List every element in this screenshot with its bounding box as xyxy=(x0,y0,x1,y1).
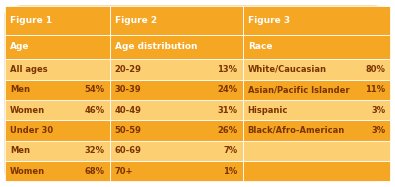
Text: 30-39: 30-39 xyxy=(115,85,141,94)
Bar xyxy=(5,100,109,120)
Text: 68%: 68% xyxy=(85,167,104,176)
Text: Under 30: Under 30 xyxy=(10,126,53,135)
Text: All ages: All ages xyxy=(10,65,47,74)
Text: 40-49: 40-49 xyxy=(115,106,142,115)
Text: 11%: 11% xyxy=(365,85,385,94)
Bar xyxy=(243,59,390,80)
Text: 1%: 1% xyxy=(223,167,237,176)
Text: Black/Afro-American: Black/Afro-American xyxy=(248,126,345,135)
Bar xyxy=(109,141,243,161)
Bar xyxy=(109,161,243,181)
Text: 3%: 3% xyxy=(371,126,385,135)
Bar xyxy=(5,59,109,80)
Text: Figure 1: Figure 1 xyxy=(10,16,52,25)
Text: 70+: 70+ xyxy=(115,167,133,176)
Text: Hispanic: Hispanic xyxy=(248,106,288,115)
Text: Figure 3: Figure 3 xyxy=(248,16,290,25)
Text: 80%: 80% xyxy=(365,65,385,74)
Text: Figure 2: Figure 2 xyxy=(115,16,157,25)
Text: Women: Women xyxy=(10,167,45,176)
Text: 32%: 32% xyxy=(85,146,104,155)
Text: 60-69: 60-69 xyxy=(115,146,142,155)
Text: Men: Men xyxy=(10,85,30,94)
Text: Age: Age xyxy=(10,42,29,51)
Bar xyxy=(5,141,109,161)
Bar xyxy=(109,59,243,80)
Text: 46%: 46% xyxy=(85,106,104,115)
Text: 54%: 54% xyxy=(85,85,104,94)
Text: Race: Race xyxy=(248,42,272,51)
Text: 20-29: 20-29 xyxy=(115,65,142,74)
Bar xyxy=(5,120,109,141)
Text: 24%: 24% xyxy=(217,85,237,94)
Text: 13%: 13% xyxy=(218,65,237,74)
Text: Men: Men xyxy=(10,146,30,155)
Text: White/Caucasian: White/Caucasian xyxy=(248,65,327,74)
Text: Age distribution: Age distribution xyxy=(115,42,197,51)
Bar xyxy=(243,35,390,59)
Bar xyxy=(243,6,390,35)
Bar xyxy=(5,6,109,35)
Bar xyxy=(5,80,109,100)
Text: Asian/Pacific Islander: Asian/Pacific Islander xyxy=(248,85,349,94)
Bar xyxy=(109,80,243,100)
Text: 31%: 31% xyxy=(218,106,237,115)
Bar xyxy=(243,141,390,161)
Bar xyxy=(243,120,390,141)
Bar xyxy=(109,35,243,59)
Text: 50-59: 50-59 xyxy=(115,126,142,135)
Bar xyxy=(109,6,243,35)
Bar xyxy=(5,161,109,181)
Bar xyxy=(243,161,390,181)
Bar xyxy=(243,80,390,100)
FancyBboxPatch shape xyxy=(5,6,390,181)
Text: 26%: 26% xyxy=(217,126,237,135)
Bar xyxy=(109,100,243,120)
Bar xyxy=(5,35,109,59)
Text: 3%: 3% xyxy=(371,106,385,115)
Bar xyxy=(243,100,390,120)
Bar xyxy=(109,120,243,141)
Text: Women: Women xyxy=(10,106,45,115)
Text: 7%: 7% xyxy=(223,146,237,155)
